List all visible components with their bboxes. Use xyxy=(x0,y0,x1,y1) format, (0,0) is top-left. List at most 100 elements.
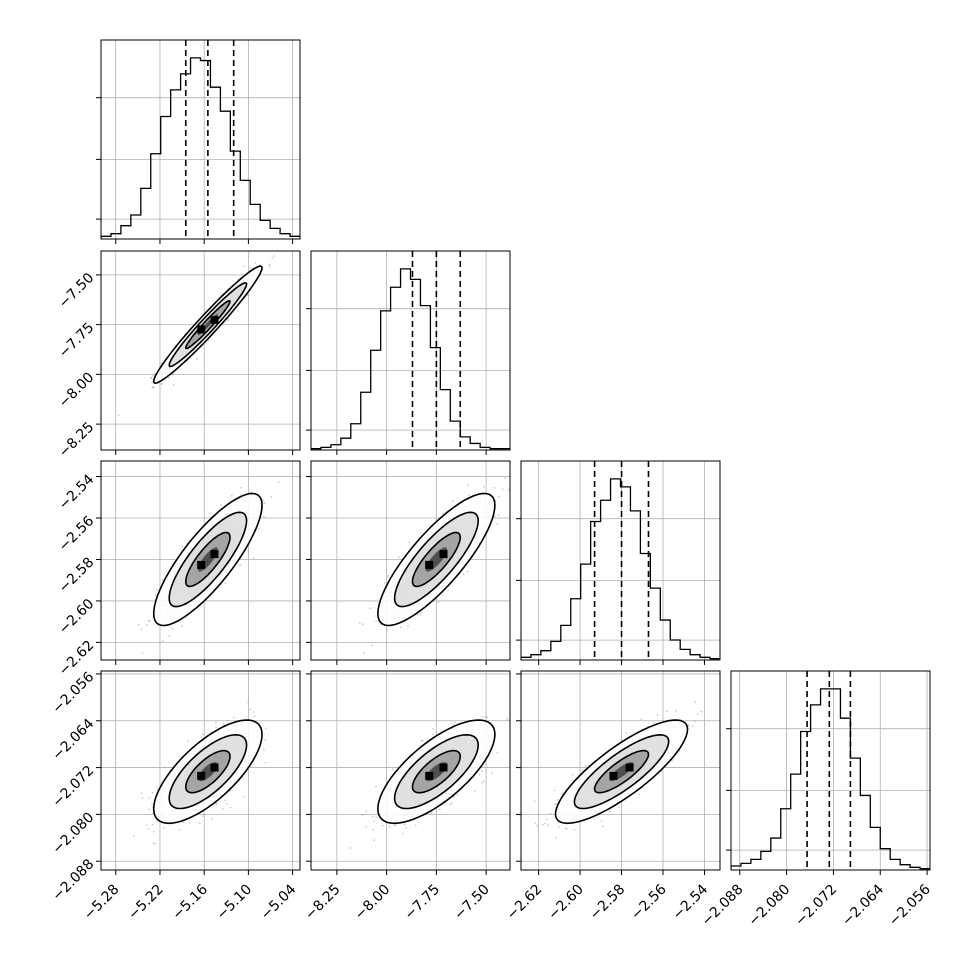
sample-point xyxy=(452,723,454,726)
sample-point xyxy=(522,445,524,447)
sample-point xyxy=(227,319,230,321)
sample-point xyxy=(480,770,483,773)
panel-2-1 xyxy=(306,445,524,665)
sample-point xyxy=(369,607,372,610)
sample-point xyxy=(437,601,440,604)
sample-point xyxy=(150,377,153,379)
sample-point xyxy=(383,581,386,584)
sample-point xyxy=(233,716,235,719)
sample-point xyxy=(362,813,364,816)
sample-point xyxy=(254,262,257,264)
sample-point xyxy=(387,576,389,578)
sample-point xyxy=(215,802,218,805)
sample-point xyxy=(391,768,394,771)
density-peak xyxy=(197,325,206,334)
sample-point xyxy=(215,726,218,729)
sample-point xyxy=(263,748,265,751)
density-peak xyxy=(425,560,434,569)
sample-point xyxy=(419,613,422,616)
sample-point xyxy=(140,628,143,631)
sample-point xyxy=(536,824,539,827)
sample-point xyxy=(432,728,434,730)
density-peak xyxy=(197,560,206,569)
sample-point xyxy=(148,797,151,799)
sample-point xyxy=(656,714,659,717)
sample-point xyxy=(373,839,375,842)
panel-content xyxy=(311,671,510,870)
sample-point xyxy=(145,824,148,827)
sample-point xyxy=(182,821,184,824)
sample-point xyxy=(408,541,411,543)
sample-point xyxy=(268,265,271,268)
sample-point xyxy=(215,721,218,724)
sample-point xyxy=(491,771,493,774)
sample-point xyxy=(154,843,157,845)
sample-point xyxy=(229,806,232,809)
sample-point xyxy=(671,759,673,762)
sample-point xyxy=(365,810,368,813)
sample-point xyxy=(497,514,500,516)
sample-point xyxy=(209,512,211,514)
sample-point xyxy=(381,824,384,827)
sample-point xyxy=(271,257,274,260)
sample-point xyxy=(466,570,469,573)
sample-point xyxy=(375,785,377,788)
sample-point xyxy=(247,701,250,704)
sample-point xyxy=(231,494,233,497)
histogram-1 xyxy=(311,268,510,450)
sample-point xyxy=(467,484,469,487)
sample-point xyxy=(373,820,376,822)
sample-point xyxy=(264,761,267,764)
sample-point xyxy=(141,652,144,655)
sample-point xyxy=(414,824,417,827)
sample-point xyxy=(430,812,433,815)
sample-point xyxy=(181,545,184,548)
sample-point xyxy=(152,386,155,388)
sample-point xyxy=(264,738,267,741)
sample-point xyxy=(154,593,157,595)
sample-point xyxy=(372,829,374,831)
sample-point xyxy=(156,588,159,591)
sample-point xyxy=(456,793,459,796)
sample-point xyxy=(178,829,181,831)
sample-point xyxy=(484,716,487,718)
sample-point xyxy=(609,810,612,813)
sample-point xyxy=(198,822,201,825)
sample-point xyxy=(152,375,155,377)
sample-point xyxy=(431,733,434,736)
sample-point xyxy=(504,477,506,479)
sample-point xyxy=(188,822,191,824)
sample-point xyxy=(403,823,406,826)
sample-point xyxy=(162,827,165,830)
sample-point xyxy=(151,381,154,384)
sample-point xyxy=(151,387,154,389)
panel-3-2 xyxy=(516,670,721,875)
sample-point xyxy=(401,832,404,835)
sample-point xyxy=(416,613,419,616)
sample-point xyxy=(229,789,232,792)
sample-point xyxy=(497,495,500,498)
sample-point xyxy=(482,486,485,488)
sample-point xyxy=(452,796,455,798)
sample-point xyxy=(263,516,265,518)
sample-point xyxy=(237,309,239,312)
panel-content xyxy=(101,671,300,870)
sample-point xyxy=(172,384,175,386)
sample-point xyxy=(486,716,489,719)
sample-point xyxy=(117,414,120,417)
sample-point xyxy=(358,622,361,624)
sample-point xyxy=(274,246,276,248)
sample-point xyxy=(252,557,255,559)
density-peak xyxy=(210,550,219,559)
sample-point xyxy=(152,842,155,844)
sample-point xyxy=(253,715,256,718)
sample-point xyxy=(483,780,485,782)
sample-point xyxy=(349,847,352,849)
sample-point xyxy=(136,662,138,664)
sample-point xyxy=(398,556,400,559)
sample-point xyxy=(493,486,496,489)
sample-point xyxy=(388,825,391,828)
sample-point xyxy=(496,751,499,754)
sample-point xyxy=(243,795,246,798)
